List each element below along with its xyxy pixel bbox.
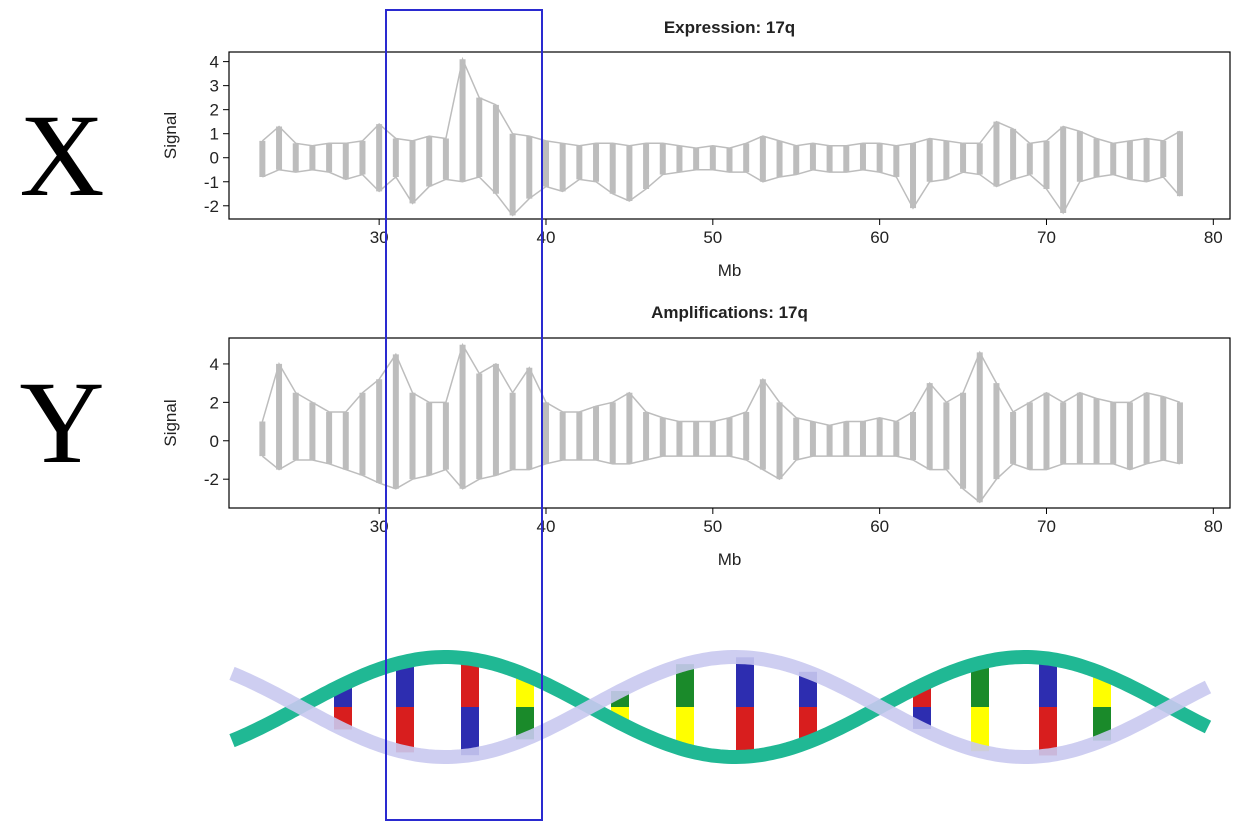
x-tick-label: 40 [537,517,556,536]
x-tick-label: 50 [703,517,722,536]
signal-line [261,342,1181,427]
x-tick-label: 50 [703,228,722,247]
x-tick-label: 60 [870,228,889,247]
x-tick-label: 80 [1204,228,1223,247]
dna-strand [229,650,1212,764]
y-tick-label: 4 [210,355,219,374]
base-pair [971,662,989,707]
x-axis-label: Mb [718,550,742,569]
y-tick-label: 1 [210,125,219,144]
y-axis-label: Signal [161,112,180,159]
y-tick-label: -1 [204,173,219,192]
y-tick-label: -2 [204,197,219,216]
base-pair [736,707,754,757]
base-pair [461,658,479,707]
dna-illustration [229,650,1212,764]
plot-frame [228,51,1231,220]
row-label: Y [19,357,104,488]
base-pair [676,664,694,707]
highlight-box [385,9,543,821]
base-pair [1039,658,1057,707]
base-pair [676,707,694,750]
x-tick-label: 30 [370,517,389,536]
x-tick-label: 70 [1037,517,1056,536]
base-pair [971,707,989,752]
row-label: X [19,90,104,221]
x-tick-label: 70 [1037,228,1056,247]
y-tick-label: 3 [210,77,219,96]
base-pair [461,707,479,756]
base-pair [396,661,414,707]
y-tick-label: 0 [210,149,219,168]
y-tick-label: -2 [204,470,219,489]
y-tick-label: 2 [210,101,219,120]
signal-line [261,455,1181,504]
x-tick-label: 30 [370,228,389,247]
x-tick-label: 80 [1204,517,1223,536]
base-pair [1039,707,1057,756]
x-tick-label: 40 [537,228,556,247]
x-tick-label: 60 [870,517,889,536]
y-axis-label: Signal [161,399,180,446]
signal-line [261,56,1181,149]
chart-title: Expression: 17q [664,18,795,37]
x-axis-label: Mb [718,261,742,280]
chart-title: Amplifications: 17q [651,303,808,322]
y-tick-label: 2 [210,393,219,412]
y-tick-label: 4 [210,53,219,72]
base-pair [736,657,754,707]
base-pair [396,707,414,753]
y-tick-label: 0 [210,432,219,451]
signal-line [262,168,1181,217]
dna-strand [229,650,1212,764]
plot-frame [228,337,1231,509]
